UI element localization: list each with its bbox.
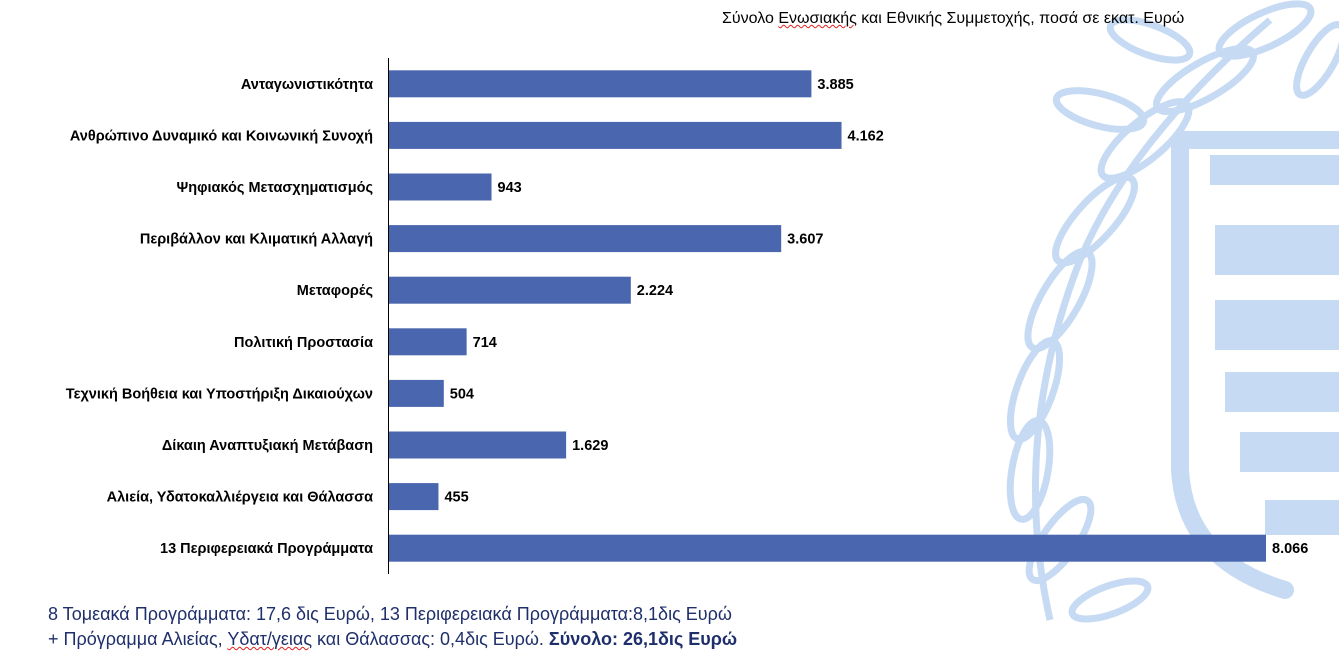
category-label-2: Ψηφιακός Μετασχηματισμός [177,180,373,196]
footer-line-2: + Πρόγραμμα Αλιείας, Υδατ/γειας και Θάλα… [48,627,737,652]
bars-layer: Ανταγωνιστικότητα 3.885 Ανθρώπινο Δυναμικό… [66,70,1308,562]
category-label-5: Πολιτική Προστασία [234,335,373,351]
bar-chart: Ανταγωνιστικότητα 3.885 Ανθρώπινο Δυναμικό… [66,58,1308,574]
category-label-4: Μεταφορές [297,283,373,299]
category-label-8: Αλιεία, Υδατοκαλλιέργεια και Θάλασσα [107,490,373,506]
value-label-5: 714 [473,335,497,351]
bar-9 [389,534,1266,562]
chart-subtitle: Σύνολο Ενωσιακής και Εθνικής Συμμετοχής,… [722,10,1184,28]
subtitle-part-1: Σύνολο [722,10,779,27]
category-label-6: Τεχνική Βοήθεια και Υποστήριξη Δικαιούχω… [66,386,373,402]
footer-line-2-underlined: Υδατ/γειας [227,629,313,649]
footer-line-2-start: + Πρόγραμμα Αλιείας, [48,629,228,649]
value-label-6: 504 [450,386,474,402]
category-label-3: Περιβάλλον και Κλιματική Αλλαγή [140,232,373,248]
bar-4 [389,276,631,304]
value-label-3: 3.607 [787,232,823,248]
category-label-0: Ανταγωνιστικότητα [241,77,373,93]
value-label-8: 455 [444,490,468,506]
category-label-9: 13 Περιφερειακά Προγράμματα [160,541,373,557]
bar-1 [389,121,842,149]
bar-0 [389,70,812,98]
bar-5 [389,328,467,356]
bar-3 [389,225,782,253]
category-label-1: Ανθρώπινο Δυναμικό και Κοινωνική Συνοχή [70,128,373,144]
value-label-0: 3.885 [817,77,853,93]
subtitle-part-2: και Εθνικής Συμμετοχής, ποσά σε εκατ. Ευ… [856,10,1185,27]
footer-summary: 8 Τομεακά Προγράμματα: 17,6 δις Ευρώ, 13… [48,602,737,652]
category-label-7: Δίκαιη Αναπτυξιακή Μετάβαση [162,438,373,454]
bar-8 [389,483,439,511]
footer-line-2-mid: και Θάλασσας: 0,4δις Ευρώ. [312,629,549,649]
bar-7 [389,431,567,459]
value-label-2: 943 [498,180,522,196]
footer-line-1: 8 Τομεακά Προγράμματα: 17,6 δις Ευρώ, 13… [48,604,732,624]
value-label-4: 2.224 [637,283,673,299]
bar-2 [389,173,492,201]
footer-total: Σύνολο: 26,1δις Ευρώ [548,629,738,649]
value-label-7: 1.629 [572,438,608,454]
value-label-9: 8.066 [1272,541,1308,557]
value-label-1: 4.162 [848,128,884,144]
subtitle-underlined-word: Ενωσιακής [778,10,857,27]
bar-6 [389,379,444,407]
